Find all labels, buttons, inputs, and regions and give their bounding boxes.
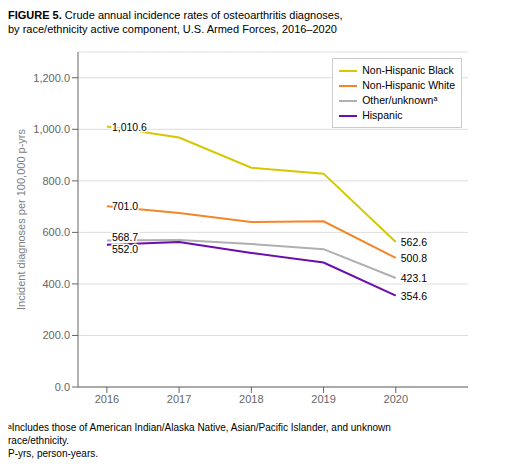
svg-text:562.6: 562.6 [401, 236, 427, 248]
svg-text:2017: 2017 [167, 393, 191, 405]
svg-text:2018: 2018 [239, 393, 263, 405]
svg-text:701.0: 701.0 [112, 200, 138, 212]
svg-text:568.7: 568.7 [112, 231, 138, 243]
svg-text:1,010.6: 1,010.6 [112, 121, 147, 133]
svg-text:354.6: 354.6 [401, 290, 427, 302]
html-text:Hispanic: Hispanic [362, 109, 403, 121]
svg-text:0.0: 0.0 [55, 381, 70, 393]
svg-text:2020: 2020 [384, 393, 408, 405]
html-text:Non-Hispanic White: Non-Hispanic White [362, 79, 455, 91]
svg-text:423.1: 423.1 [401, 272, 427, 284]
html-text:Non-Hispanic Black: Non-Hispanic Black [362, 64, 454, 76]
svg-text:2016: 2016 [95, 393, 119, 405]
svg-text:Incident diagnoses per 100,000: Incident diagnoses per 100,000 p-yrs [15, 129, 27, 311]
html-text:Other/unknownᵃ: Other/unknownᵃ [362, 94, 438, 106]
svg-text:1,200.0: 1,200.0 [33, 72, 70, 84]
svg-text:2019: 2019 [311, 393, 335, 405]
svg-text:1,000.0: 1,000.0 [33, 123, 70, 135]
svg-text:552.0: 552.0 [112, 243, 138, 255]
svg-text:600.0: 600.0 [42, 226, 70, 238]
svg-text:200.0: 200.0 [42, 329, 70, 341]
svg-text:500.8: 500.8 [401, 252, 427, 264]
html-text:FIGURE 5. Crude annual inciden: FIGURE 5. Crude annual incidence rates o… [8, 9, 343, 35]
html-text:ᵃIncludes those of American In: ᵃIncludes those of American Indian/Alask… [8, 422, 391, 446]
svg-text:800.0: 800.0 [42, 175, 70, 187]
svg-text:400.0: 400.0 [42, 278, 70, 290]
html-text:P-yrs, person-years.: P-yrs, person-years. [8, 448, 98, 459]
